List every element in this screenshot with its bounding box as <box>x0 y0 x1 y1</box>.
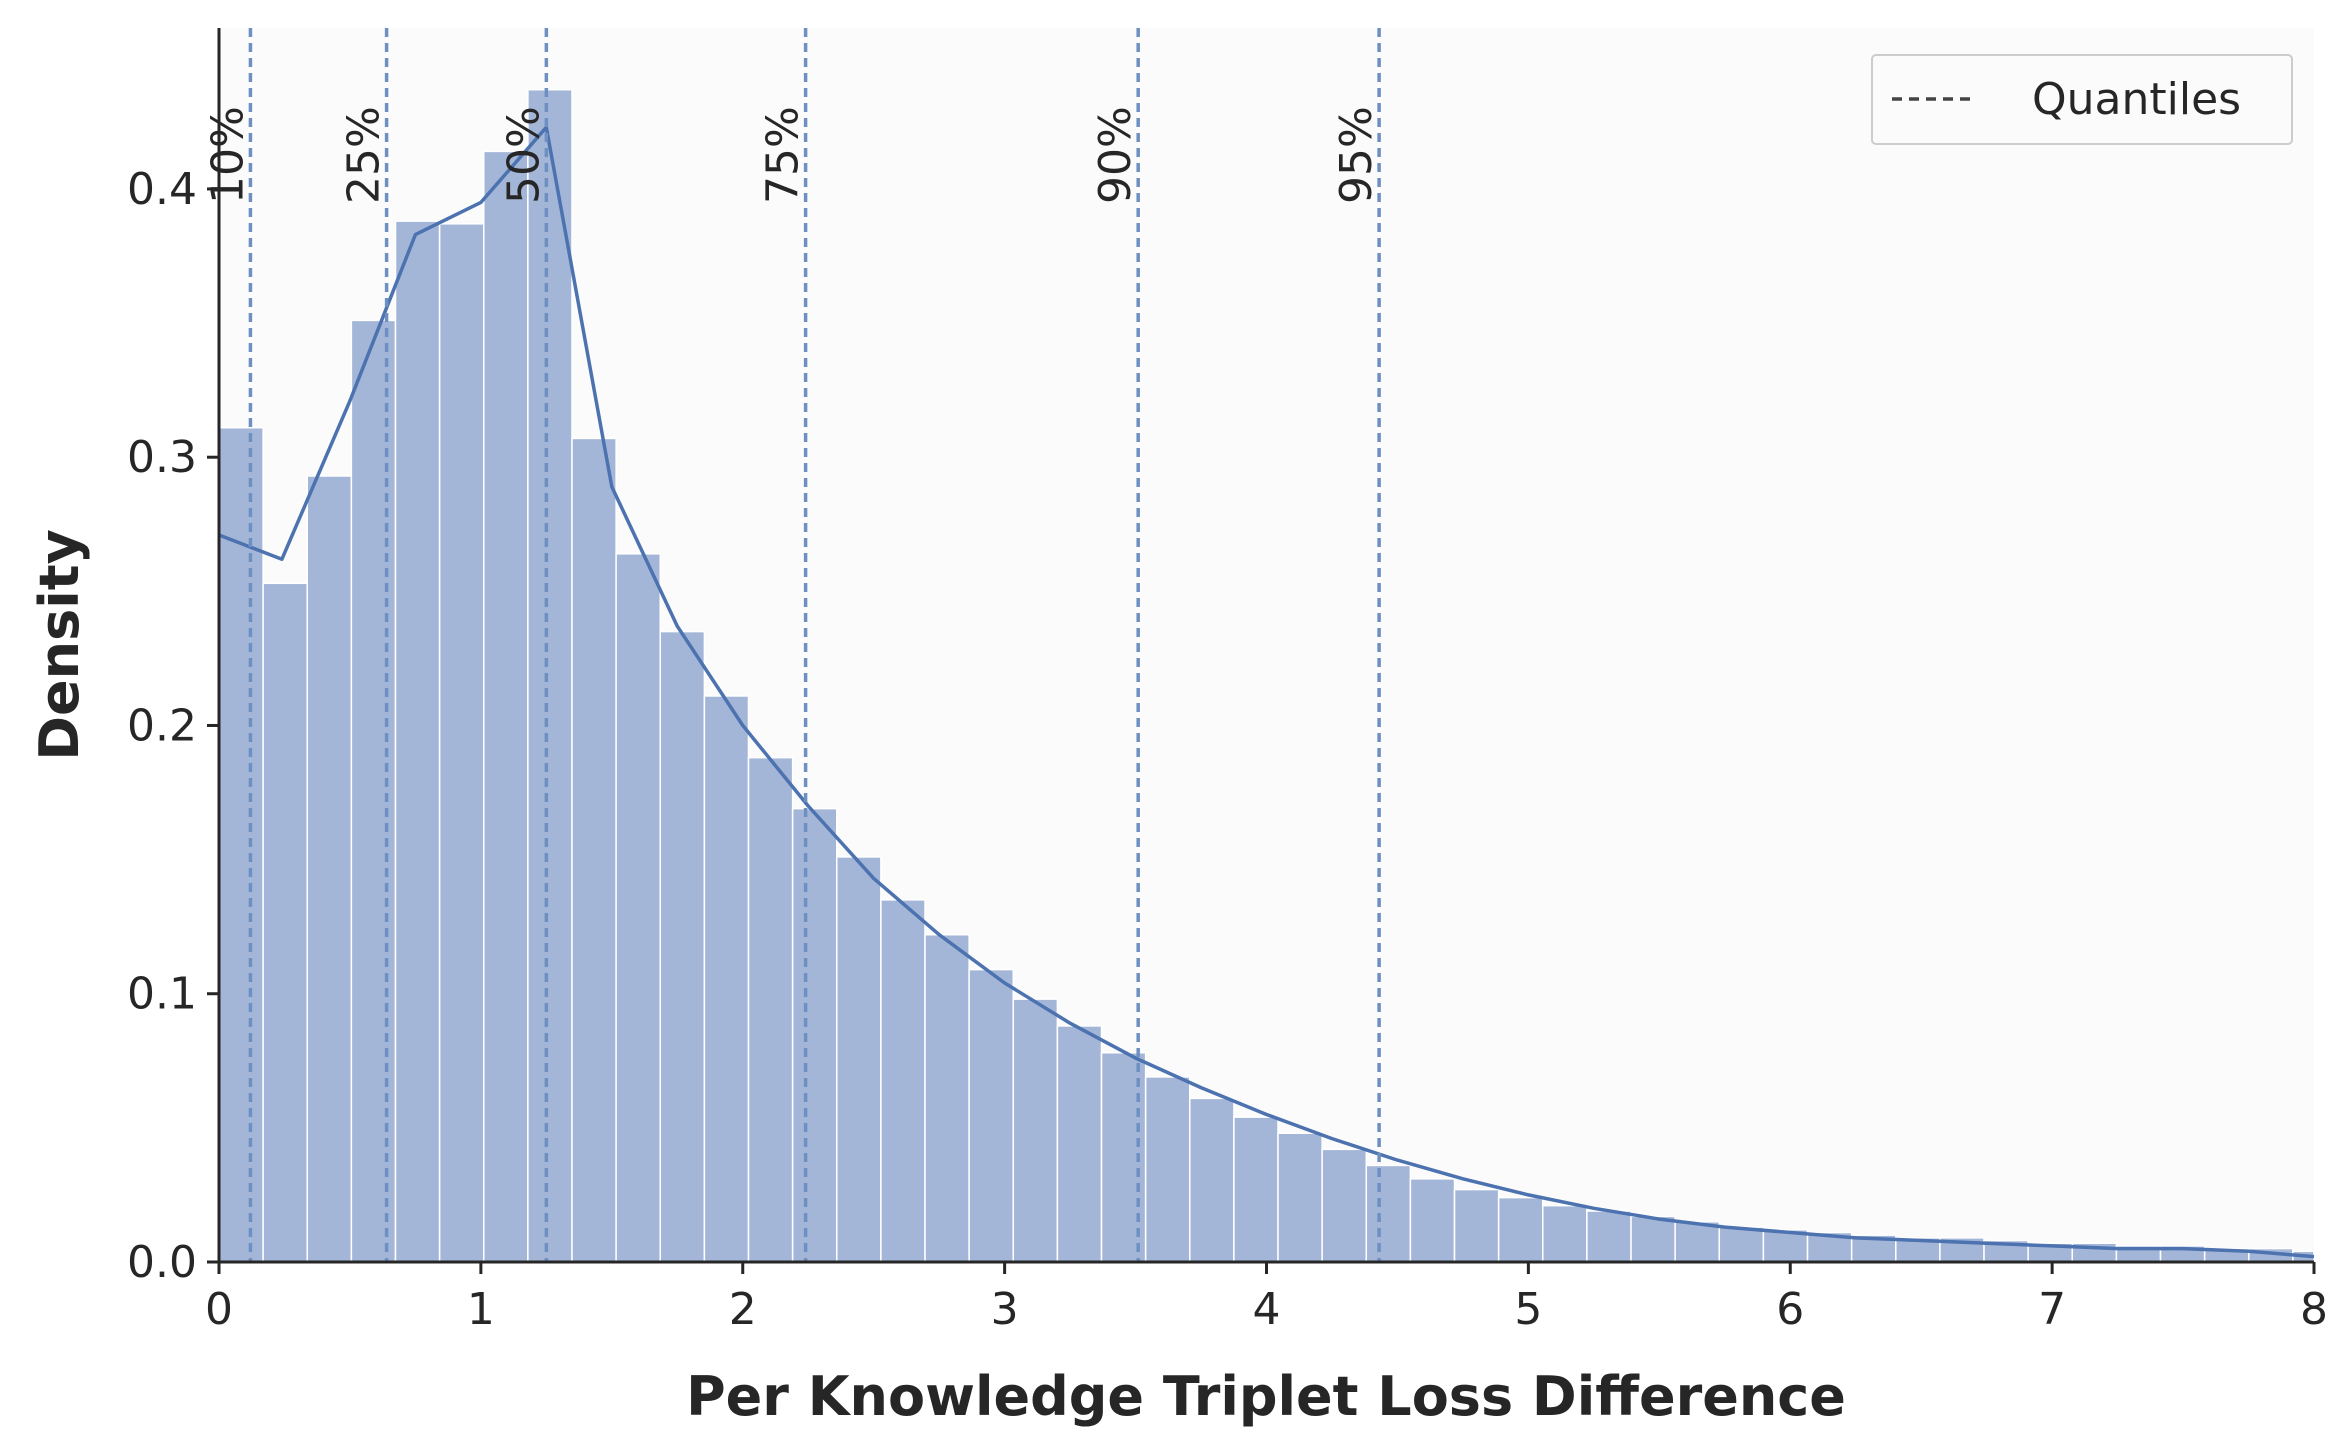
quantile-lines: 10% 25% 50% 75% 90% 95% <box>202 28 1382 1262</box>
histogram-bar <box>1189 1097 1235 1263</box>
x-ticks: 0 1 2 3 4 5 6 7 8 <box>205 1262 2328 1335</box>
histogram-bar <box>1586 1210 1632 1263</box>
legend-label-quantiles: Quantiles <box>2032 74 2241 125</box>
histogram-bar <box>791 807 838 1263</box>
histogram-bar <box>1321 1148 1368 1263</box>
histogram-bar <box>571 437 617 1263</box>
quantile-label: 95% <box>1331 106 1382 204</box>
histogram-bar <box>1144 1076 1191 1263</box>
x-axis-title: Per Knowledge Triplet Loss Difference <box>686 1365 1846 1428</box>
histogram-bar <box>262 582 309 1263</box>
histogram-bar <box>1674 1221 1721 1263</box>
histogram-bar <box>350 319 397 1263</box>
histogram-bar <box>747 756 794 1263</box>
histogram-bar <box>615 553 662 1263</box>
histogram-bar <box>880 899 926 1263</box>
x-tick-label: 6 <box>1776 1284 1804 1335</box>
quantile-label: 90% <box>1090 106 1141 204</box>
y-tick-label: 0.0 <box>127 1237 197 1288</box>
quantile-label: 25% <box>339 106 390 204</box>
histogram-bar <box>1233 1116 1279 1263</box>
kde-curve-layer <box>218 125 2315 1259</box>
histogram-bar <box>659 630 706 1263</box>
histogram-bar <box>1630 1215 1676 1263</box>
x-tick-label: 8 <box>2300 1284 2328 1335</box>
histogram-bar <box>1409 1178 1456 1263</box>
legend: Quantiles <box>1871 54 2293 145</box>
x-tick-label: 1 <box>467 1284 495 1335</box>
legend-box <box>1871 54 2293 145</box>
y-axis-title: Density <box>28 529 91 761</box>
histogram-bar <box>1542 1204 1588 1263</box>
histogram-bar <box>438 223 485 1263</box>
y-tick-label: 0.4 <box>127 164 197 215</box>
histogram-bar <box>1497 1196 1544 1263</box>
x-tick-label: 2 <box>729 1284 757 1335</box>
x-tick-label: 0 <box>205 1284 233 1335</box>
histogram-bar <box>1365 1164 1412 1263</box>
histogram-bar <box>836 856 882 1263</box>
y-tick-label: 0.3 <box>127 432 197 483</box>
histogram-bar <box>1056 1025 1103 1263</box>
histogram-bar <box>1453 1188 1500 1263</box>
histogram-bar <box>306 475 353 1263</box>
histogram-bar <box>703 695 750 1263</box>
kde-line <box>218 125 2315 1259</box>
x-tick-label: 7 <box>2038 1284 2066 1335</box>
y-ticks: 0.0 0.1 0.2 0.3 0.4 <box>127 164 219 1288</box>
x-tick-label: 3 <box>991 1284 1019 1335</box>
y-tick-label: 0.2 <box>127 700 197 751</box>
histogram-bar <box>968 968 1015 1263</box>
x-tick-label: 5 <box>1514 1284 1542 1335</box>
x-tick-label: 4 <box>1253 1284 1281 1335</box>
histogram-bar <box>924 933 970 1263</box>
histogram-bar <box>527 88 573 1263</box>
histogram-bars <box>218 88 2315 1263</box>
quantile-label: 75% <box>758 106 809 204</box>
histogram-bar <box>218 426 264 1263</box>
histogram-bar <box>483 150 529 1263</box>
histogram-bar <box>394 220 441 1263</box>
histogram-bar <box>1277 1132 1323 1263</box>
quantile-label: 50% <box>498 106 549 204</box>
histogram-bar <box>1012 998 1059 1263</box>
axes: 0 1 2 3 4 5 6 7 8 0.0 0.1 0.2 0.3 0.4 <box>127 28 2328 1335</box>
histogram-bar <box>1718 1226 1765 1263</box>
y-tick-label: 0.1 <box>127 969 197 1020</box>
